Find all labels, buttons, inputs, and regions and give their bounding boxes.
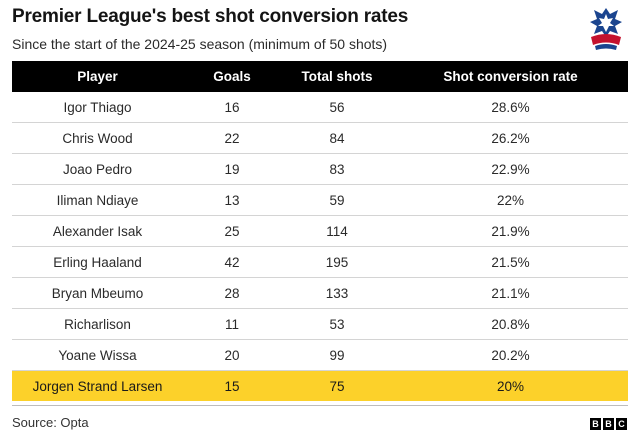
rate-cell: 21.1% <box>393 277 628 309</box>
rate-cell: 26.2% <box>393 122 628 154</box>
chart-subtitle: Since the start of the 2024-25 season (m… <box>12 36 388 52</box>
player-cell: Jorgen Strand Larsen <box>12 370 183 401</box>
table-body: Igor Thiago 16 56 28.6% Chris Wood 22 84… <box>12 92 628 401</box>
player-cell: Alexander Isak <box>12 215 183 247</box>
table-header-row: Player Goals Total shots Shot conversion… <box>12 61 628 92</box>
chart-title: Premier League's best shot conversion ra… <box>12 6 409 27</box>
goals-cell: 16 <box>183 92 281 123</box>
rate-cell: 20.8% <box>393 308 628 340</box>
source-note: Source: Opta <box>12 415 89 430</box>
goals-cell: 13 <box>183 184 281 216</box>
rate-cell: 21.9% <box>393 215 628 247</box>
player-cell: Yoane Wissa <box>12 339 183 371</box>
goals-cell: 19 <box>183 153 281 185</box>
shots-cell: 133 <box>281 277 393 309</box>
player-cell: Joao Pedro <box>12 153 183 185</box>
table-row: Iliman Ndiaye 13 59 22% <box>12 184 628 216</box>
rate-cell: 22.9% <box>393 153 628 185</box>
shots-cell: 56 <box>281 92 393 123</box>
player-cell: Richarlison <box>12 308 183 340</box>
table-row: Yoane Wissa 20 99 20.2% <box>12 339 628 371</box>
column-header-player: Player <box>12 61 183 92</box>
rate-cell: 21.5% <box>393 246 628 278</box>
goals-cell: 11 <box>183 308 281 340</box>
shots-cell: 99 <box>281 339 393 371</box>
table-row: Bryan Mbeumo 28 133 21.1% <box>12 277 628 309</box>
table-row: Chris Wood 22 84 26.2% <box>12 122 628 154</box>
table-row: Alexander Isak 25 114 21.9% <box>12 215 628 247</box>
bbc-logo-letter: B <box>603 418 614 430</box>
table-row: Erling Haaland 42 195 21.5% <box>12 246 628 278</box>
footer-divider <box>12 405 628 406</box>
player-cell: Erling Haaland <box>12 246 183 278</box>
table-row: Joao Pedro 19 83 22.9% <box>12 153 628 185</box>
goals-cell: 22 <box>183 122 281 154</box>
goals-cell: 20 <box>183 339 281 371</box>
table-row: Richarlison 11 53 20.8% <box>12 308 628 340</box>
shots-cell: 114 <box>281 215 393 247</box>
shots-cell: 84 <box>281 122 393 154</box>
shots-cell: 83 <box>281 153 393 185</box>
player-cell: Chris Wood <box>12 122 183 154</box>
rate-cell: 22% <box>393 184 628 216</box>
goals-cell: 42 <box>183 246 281 278</box>
goals-cell: 28 <box>183 277 281 309</box>
column-header-goals: Goals <box>183 61 281 92</box>
goals-cell: 25 <box>183 215 281 247</box>
shots-cell: 59 <box>281 184 393 216</box>
player-cell: Igor Thiago <box>12 92 183 123</box>
player-cell: Bryan Mbeumo <box>12 277 183 309</box>
shots-cell: 75 <box>281 370 393 401</box>
column-header-total-shots: Total shots <box>281 61 393 92</box>
bbc-logo-letter: C <box>616 418 627 430</box>
column-header-conversion-rate: Shot conversion rate <box>393 61 628 92</box>
bbc-logo: B B C <box>590 418 627 430</box>
bbc-logo-letter: B <box>590 418 601 430</box>
crystal-palace-crest-icon <box>590 8 622 50</box>
shots-cell: 53 <box>281 308 393 340</box>
rate-cell: 20% <box>393 370 628 401</box>
shots-cell: 195 <box>281 246 393 278</box>
table-row: Igor Thiago 16 56 28.6% <box>12 92 628 123</box>
rate-cell: 28.6% <box>393 92 628 123</box>
player-cell: Iliman Ndiaye <box>12 184 183 216</box>
table-row-highlighted: Jorgen Strand Larsen 15 75 20% <box>12 370 628 401</box>
rate-cell: 20.2% <box>393 339 628 371</box>
goals-cell: 15 <box>183 370 281 401</box>
conversion-table: Player Goals Total shots Shot conversion… <box>12 61 628 401</box>
